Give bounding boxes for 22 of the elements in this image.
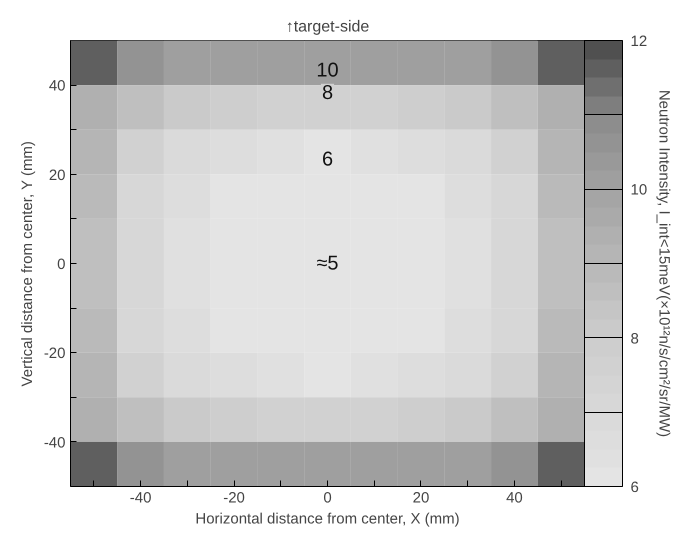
x-axis-title: Horizontal distance from center, X (mm) (195, 510, 460, 528)
y-tick-label: -20 (44, 345, 66, 362)
annotation: 6 (322, 148, 334, 171)
color-bar-label: 6 (630, 479, 639, 496)
x-tick-label: 0 (323, 490, 332, 506)
x-tick-label: 20 (412, 490, 430, 506)
y-tick-label: -40 (44, 434, 66, 452)
annotation: 10 (316, 59, 339, 82)
x-tick-label: -40 (130, 490, 152, 506)
x-tick-label: 40 (506, 490, 523, 506)
y-tick-label: 0 (57, 256, 66, 273)
color-bar-label: 10 (630, 182, 648, 199)
color-bar-label: 12 (630, 33, 648, 50)
chart-title: ↑target-side (286, 18, 370, 36)
y-tick-label: 40 (48, 78, 66, 95)
color-bar-title: Neutron Intensity, I_int<15meV(×10¹²n/s/cm²/sr/MW) (656, 90, 672, 438)
annotation: 8 (322, 82, 334, 104)
y-axis-title: Vertical distance from center, Y (mm) (18, 141, 36, 386)
annotation: ≈5 (316, 252, 339, 274)
color-bar-label: 8 (630, 330, 639, 348)
x-tick-label: -20 (223, 490, 245, 506)
y-tick-label: 20 (48, 166, 66, 184)
